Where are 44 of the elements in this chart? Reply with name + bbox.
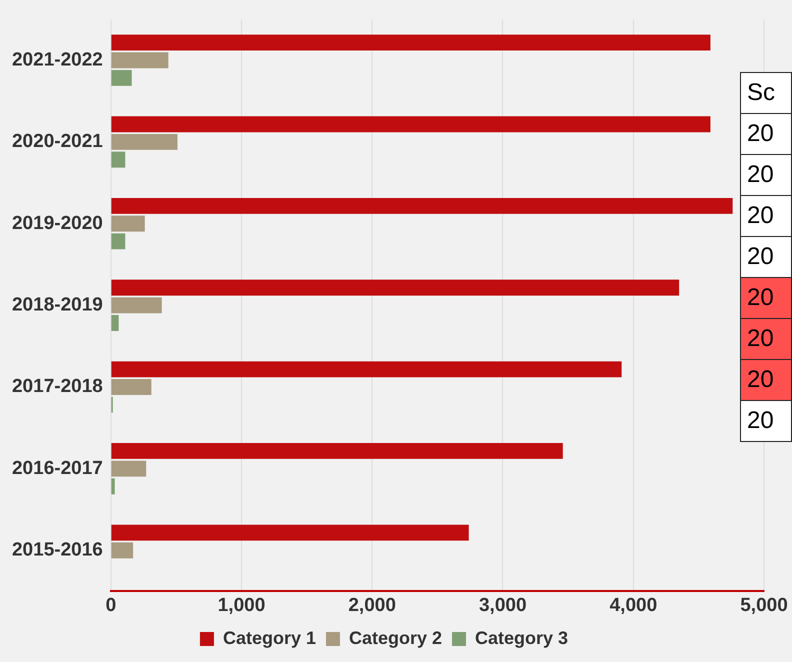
bar (111, 216, 145, 232)
bar (111, 379, 152, 395)
y-tick-label: 2018-2019 (12, 294, 103, 316)
bar (111, 152, 126, 168)
bar (111, 52, 168, 68)
bar (111, 233, 126, 250)
bar (111, 315, 119, 331)
legend-label: Category 3 (475, 628, 568, 648)
x-tick-label: 1,000 (218, 594, 266, 616)
y-tick-label: 2020-2021 (12, 131, 104, 152)
annotation: Sc (740, 72, 792, 114)
annotation: 20 (740, 196, 792, 236)
y-tick-label: 2017-2018 (12, 376, 103, 398)
bar (111, 524, 469, 541)
annotation: 20 (740, 400, 792, 442)
x-tick-label: 3,000 (478, 594, 527, 616)
annotation: 20 (740, 278, 792, 318)
y-tick-label: 2019-2020 (12, 212, 103, 234)
bar (111, 70, 132, 86)
bar (111, 134, 178, 150)
bar (111, 198, 733, 214)
bar (111, 361, 622, 378)
y-tick-label: 2015-2016 (12, 540, 103, 561)
bar (111, 34, 710, 51)
bar (111, 443, 563, 459)
bar (111, 460, 146, 477)
annotation: 20 (740, 114, 792, 154)
x-tick-label: 2,000 (348, 594, 396, 616)
annotation: 20 (740, 318, 792, 360)
annotation: 20 (740, 360, 792, 400)
legend-label: Category 2 (348, 628, 442, 648)
y-tick-label: 2016-2017 (12, 458, 103, 479)
annotation: 20 (740, 236, 792, 278)
annotation: 20 (740, 154, 792, 196)
x-tick-label: 4,000 (610, 594, 658, 616)
x-tick-label: 0 (106, 594, 116, 616)
bar (111, 478, 115, 494)
bar (111, 116, 710, 132)
bar (111, 280, 680, 296)
bar (111, 297, 162, 314)
y-tick-label: 2021-2022 (12, 49, 103, 70)
bar (111, 542, 134, 558)
legend-label: Category 1 (222, 628, 316, 648)
x-tick-label: 5,000 (740, 594, 788, 616)
